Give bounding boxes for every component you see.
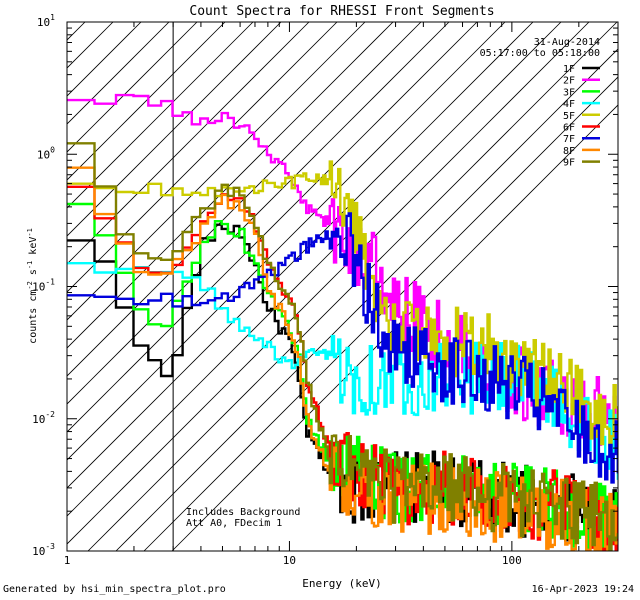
hatch-line xyxy=(67,22,226,181)
hatch-line xyxy=(67,22,366,321)
legend-label-1f: 1F xyxy=(563,64,575,75)
hatch-line xyxy=(67,22,282,237)
time-range-label: 05:17:00 to 05:18:00 xyxy=(480,48,600,59)
hatch-line xyxy=(67,22,478,433)
legend-label-6f: 6F xyxy=(563,123,575,134)
hatch-line xyxy=(67,22,590,545)
hatch-line xyxy=(67,22,562,517)
legend-label-8f: 8F xyxy=(563,146,575,157)
y-tick-label: 10-2 xyxy=(32,410,55,426)
hatch-line xyxy=(67,22,394,349)
timestamp-label: 16-Apr-2023 19:24 xyxy=(531,584,634,595)
generated-by-label: Generated by hsi_min_spectra_plot.pro xyxy=(3,584,226,595)
hatch-line xyxy=(67,22,422,377)
hatch-line xyxy=(67,22,170,125)
series-line-9f xyxy=(67,142,618,551)
annotation-attenuator: Att A0, FDecim 1 xyxy=(186,518,282,529)
x-tick-label: 100 xyxy=(502,554,522,567)
hatch-line xyxy=(67,22,198,153)
y-tick-label: 101 xyxy=(37,13,55,29)
hatch-line xyxy=(67,22,254,209)
annotation-background: Includes Background xyxy=(186,507,300,518)
chart-title: Count Spectra for RHESSI Front Segments xyxy=(189,4,494,19)
date-label: 31-Aug-2014 xyxy=(534,37,600,48)
hatch-line xyxy=(67,22,114,69)
series-line-5f xyxy=(67,160,618,447)
legend-label-9f: 9F xyxy=(563,158,575,169)
hatch-line xyxy=(115,48,618,551)
x-tick-label: 10 xyxy=(283,554,296,567)
legend-label-7f: 7F xyxy=(563,134,575,145)
x-tick-label: 1 xyxy=(64,554,71,567)
series-lines xyxy=(67,93,618,551)
legend-label-3f: 3F xyxy=(563,87,575,98)
hatch-line xyxy=(67,22,534,489)
y-axis-label: counts cm-2 s-1 keV-1 xyxy=(26,228,39,344)
series-line-7f xyxy=(67,212,618,484)
series-line-8f xyxy=(67,166,618,551)
hatch-line xyxy=(67,22,310,265)
legend-label-4f: 4F xyxy=(563,99,575,110)
hatch-line xyxy=(171,104,618,551)
hatch-line xyxy=(67,22,450,405)
legend-label-2f: 2F xyxy=(563,76,575,87)
x-axis-label: Energy (keV) xyxy=(302,577,381,590)
legend-label-5f: 5F xyxy=(563,111,575,122)
y-tick-label: 100 xyxy=(37,145,55,161)
y-tick-label: 10-3 xyxy=(32,542,55,558)
